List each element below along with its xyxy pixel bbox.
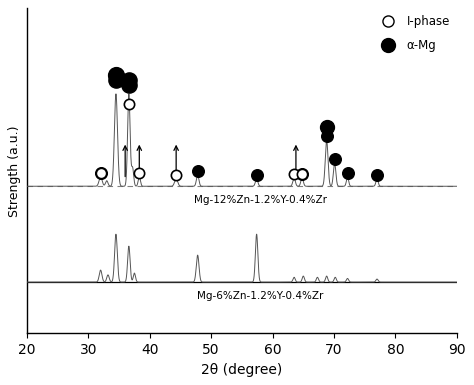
Point	[112, 77, 120, 83]
Point	[290, 171, 298, 177]
Point	[97, 170, 104, 176]
Point	[323, 124, 330, 130]
Point	[331, 156, 338, 162]
Point	[373, 172, 381, 178]
Point	[323, 133, 330, 139]
Point	[125, 77, 133, 83]
Point	[125, 101, 133, 107]
Point	[344, 170, 351, 176]
Point	[194, 168, 201, 174]
Point	[97, 170, 104, 176]
Point	[112, 72, 120, 78]
Point	[136, 170, 143, 176]
Text: Mg-12%Zn-1.2%Y-0.4%Zr: Mg-12%Zn-1.2%Y-0.4%Zr	[194, 195, 327, 205]
Point	[125, 82, 133, 89]
Y-axis label: Strength (a.u.): Strength (a.u.)	[9, 125, 21, 217]
Point	[298, 171, 306, 177]
Point	[173, 172, 180, 178]
Legend: I-phase, α-Mg: I-phase, α-Mg	[371, 11, 455, 57]
Point	[253, 172, 260, 178]
X-axis label: 2θ (degree): 2θ (degree)	[201, 363, 283, 377]
Text: Mg-6%Zn-1.2%Y-0.4%Zr: Mg-6%Zn-1.2%Y-0.4%Zr	[197, 291, 323, 301]
Point	[298, 171, 306, 177]
